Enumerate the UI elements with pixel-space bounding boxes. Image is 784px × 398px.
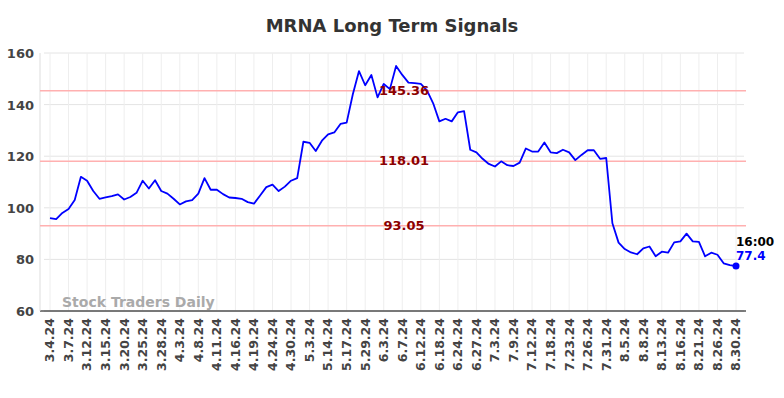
x-axis: [40, 311, 746, 312]
title: MRNA Long Term Signals: [266, 15, 519, 36]
x-tick-label: 6.24.24: [450, 318, 465, 371]
grid-line: [235, 53, 236, 311]
x-tick-label: 4.19.24: [246, 318, 261, 371]
y-tick-label: 80: [16, 252, 34, 267]
x-tick-label: 3.4.24: [42, 318, 57, 363]
time-label: 16:00: [736, 235, 774, 249]
x-tick-label: 3.28.24: [154, 318, 169, 371]
grid-line: [50, 53, 51, 311]
y-tick-label: 60: [16, 304, 34, 319]
x-tick-label: 8.26.24: [710, 318, 725, 371]
x-tick-label: 6.18.24: [432, 318, 447, 371]
grid-line: [532, 53, 533, 311]
grid-line: [736, 53, 737, 311]
grid-line: [457, 53, 458, 311]
x-tick-label: 5.3.24: [302, 318, 317, 363]
grid-line: [68, 53, 69, 311]
grid-line: [44, 53, 744, 54]
x-tick-label: 5.14.24: [320, 318, 335, 371]
x-tick-label: 8.21.24: [691, 318, 706, 371]
x-tick-label: 3.20.24: [117, 318, 132, 371]
reference-label: 93.05: [383, 218, 424, 233]
grid-line: [661, 53, 662, 311]
x-tick-label: 8.16.24: [673, 318, 688, 371]
x-tick-label: 7.12.24: [524, 318, 539, 371]
x-tick-label: 7.26.24: [580, 318, 595, 371]
x-tick-label: 4.30.24: [283, 318, 298, 371]
grid-line: [680, 53, 681, 311]
y-tick-label: 160: [7, 46, 34, 61]
y-tick-label: 120: [7, 149, 34, 164]
grid-line: [513, 53, 514, 311]
grid-line: [346, 53, 347, 311]
x-tick-label: 8.5.24: [617, 318, 632, 363]
reference-label: 145.36: [379, 83, 429, 98]
x-tick-label: 7.18.24: [543, 318, 558, 371]
x-tick-label: 7.23.24: [562, 318, 577, 371]
x-tick-label: 6.12.24: [413, 318, 428, 371]
last-value-label: 77.4: [736, 249, 766, 263]
grid-line: [439, 53, 440, 311]
grid-line: [198, 53, 199, 311]
grid-line: [105, 53, 106, 311]
grid-line: [476, 53, 477, 311]
x-tick-label: 4.16.24: [228, 318, 243, 371]
chart: MRNA Long Term Signals 60 80 100 120 140 160 3.…: [0, 0, 784, 398]
x-tick-label: 8.30.24: [728, 318, 743, 371]
plot-area: [50, 66, 740, 270]
x-tick-label: 4.24.24: [265, 318, 280, 371]
reference-label: 118.01: [379, 153, 429, 168]
grid-line: [272, 53, 273, 311]
watermark: Stock Traders Daily: [62, 294, 215, 310]
x-tick-label: 5.17.24: [339, 318, 354, 371]
price-line: [50, 66, 736, 266]
y-tick-label: 100: [7, 201, 34, 216]
grid-line: [643, 53, 644, 311]
x-tick-label: 3.15.24: [98, 318, 113, 371]
x-tick-label: 8.13.24: [654, 318, 669, 371]
y-tick-label: 140: [7, 98, 34, 113]
x-tick-label: 4.8.24: [191, 318, 206, 363]
grid-line: [606, 53, 607, 311]
x-tick-label: 7.9.24: [506, 318, 521, 363]
x-tick-label: 6.3.24: [376, 318, 391, 363]
grid-line: [44, 104, 744, 105]
grid-line: [550, 53, 551, 311]
x-tick-label: 4.3.24: [172, 318, 187, 363]
grid-line: [698, 53, 699, 311]
x-tick-label: 7.3.24: [487, 318, 502, 363]
x-tick-label: 8.8.24: [636, 318, 651, 363]
x-tick-label: 6.7.24: [395, 318, 410, 363]
grid-line: [124, 53, 125, 311]
grid-line: [253, 53, 254, 311]
grid-line: [569, 53, 570, 311]
grid-line: [309, 53, 310, 311]
x-tick-label: 3.25.24: [135, 318, 150, 371]
grid-line: [624, 53, 625, 311]
x-tick-label: 6.27.24: [469, 318, 484, 371]
last-point: [733, 263, 740, 270]
x-tick-label: 4.11.24: [209, 318, 224, 371]
grid-line: [179, 53, 180, 311]
grid-line: [328, 53, 329, 311]
grid-line: [44, 259, 744, 260]
grid-line: [161, 53, 162, 311]
x-tick-label: 7.31.24: [599, 318, 614, 371]
grid-line: [216, 53, 217, 311]
x-tick-label: 3.7.24: [61, 318, 76, 363]
y-axis: [40, 53, 41, 311]
x-tick-label: 5.29.24: [358, 318, 373, 371]
grid-line: [587, 53, 588, 311]
x-tick-label: 3.12.24: [79, 318, 94, 371]
grid-line: [365, 53, 366, 311]
grid-line: [717, 53, 718, 311]
grid-line: [44, 207, 744, 208]
grid-line: [494, 53, 495, 311]
